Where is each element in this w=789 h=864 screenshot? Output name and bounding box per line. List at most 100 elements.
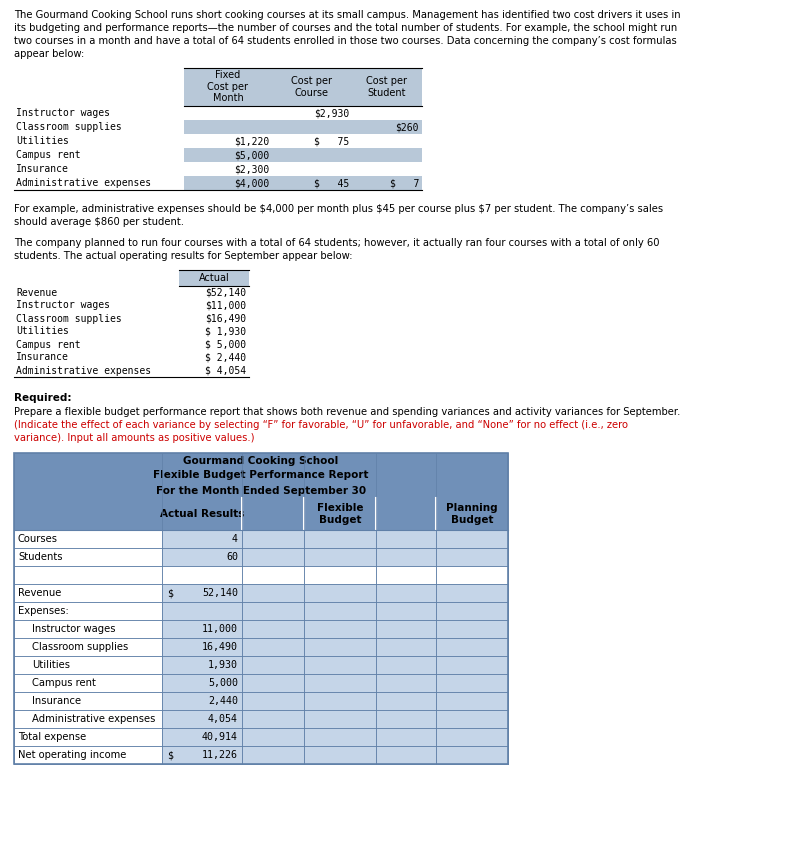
Text: variance). Input all amounts as positive values.): variance). Input all amounts as positive… bbox=[14, 433, 255, 443]
Text: For example, administrative expenses should be $4,000 per month plus $45 per cou: For example, administrative expenses sho… bbox=[14, 204, 663, 214]
Text: $5,000: $5,000 bbox=[234, 150, 269, 160]
Bar bbox=[184, 134, 422, 148]
Text: students. The actual operating results for September appear below:: students. The actual operating results f… bbox=[14, 251, 353, 261]
Bar bbox=[436, 566, 508, 584]
Bar bbox=[162, 602, 242, 620]
Bar bbox=[14, 584, 162, 602]
Text: $11,000: $11,000 bbox=[205, 301, 246, 310]
Bar bbox=[376, 638, 436, 656]
Text: The company planned to run four courses with a total of 64 students; however, it: The company planned to run four courses … bbox=[14, 238, 660, 248]
Text: Utilities: Utilities bbox=[32, 660, 70, 670]
Bar bbox=[376, 656, 436, 674]
Bar bbox=[242, 656, 304, 674]
Bar bbox=[184, 120, 422, 134]
Text: Cost per
Course: Cost per Course bbox=[291, 76, 332, 98]
Bar bbox=[436, 584, 508, 602]
Bar bbox=[304, 638, 376, 656]
Bar bbox=[184, 68, 422, 106]
Bar bbox=[14, 530, 162, 548]
Text: Actual: Actual bbox=[199, 273, 230, 283]
Bar bbox=[162, 620, 242, 638]
Bar bbox=[436, 530, 508, 548]
Bar bbox=[14, 692, 162, 710]
Text: For the Month Ended September 30: For the Month Ended September 30 bbox=[156, 486, 366, 495]
Text: $16,490: $16,490 bbox=[205, 314, 246, 323]
Text: $ 5,000: $ 5,000 bbox=[205, 340, 246, 350]
Bar bbox=[242, 620, 304, 638]
Bar bbox=[376, 566, 436, 584]
Bar bbox=[242, 674, 304, 692]
Text: $4,000: $4,000 bbox=[234, 178, 269, 188]
Bar bbox=[376, 710, 436, 728]
Text: Instructor wages: Instructor wages bbox=[16, 108, 110, 118]
Text: Required:: Required: bbox=[14, 393, 72, 403]
Bar bbox=[304, 728, 376, 746]
Bar bbox=[14, 548, 162, 566]
Bar bbox=[14, 453, 508, 764]
Text: appear below:: appear below: bbox=[14, 49, 84, 59]
Text: should average $860 per student.: should average $860 per student. bbox=[14, 217, 184, 227]
Bar bbox=[184, 148, 422, 162]
Text: 60: 60 bbox=[226, 552, 238, 562]
Bar bbox=[304, 548, 376, 566]
Bar bbox=[436, 728, 508, 746]
Text: $ 4,054: $ 4,054 bbox=[205, 365, 246, 376]
Text: Instructor wages: Instructor wages bbox=[16, 301, 110, 310]
Text: Administrative expenses: Administrative expenses bbox=[16, 178, 151, 188]
Bar bbox=[436, 692, 508, 710]
Text: Fixed
Cost per
Month: Fixed Cost per Month bbox=[208, 70, 249, 103]
Text: $1,220: $1,220 bbox=[234, 136, 269, 146]
Text: two courses in a month and have a total of 64 students enrolled in those two cou: two courses in a month and have a total … bbox=[14, 36, 677, 46]
Bar bbox=[242, 638, 304, 656]
Bar bbox=[162, 638, 242, 656]
Text: $   75: $ 75 bbox=[314, 136, 349, 146]
Text: Campus rent: Campus rent bbox=[16, 340, 80, 350]
Bar bbox=[14, 728, 162, 746]
Text: Campus rent: Campus rent bbox=[32, 678, 96, 688]
Text: 4,054: 4,054 bbox=[208, 714, 238, 724]
Bar bbox=[162, 548, 242, 566]
Bar bbox=[179, 270, 249, 286]
Bar bbox=[376, 602, 436, 620]
Text: Planning
Budget: Planning Budget bbox=[447, 503, 498, 524]
Text: Prepare a flexible budget performance report that shows both revenue and spendin: Prepare a flexible budget performance re… bbox=[14, 407, 680, 417]
Bar bbox=[162, 710, 242, 728]
Bar bbox=[162, 674, 242, 692]
Text: $   45: $ 45 bbox=[314, 178, 349, 188]
Bar bbox=[304, 674, 376, 692]
Bar bbox=[242, 710, 304, 728]
Text: Flexible
Budget: Flexible Budget bbox=[316, 503, 363, 524]
Text: Campus rent: Campus rent bbox=[16, 150, 80, 160]
Bar bbox=[304, 566, 376, 584]
Bar bbox=[184, 176, 422, 190]
Bar bbox=[14, 566, 162, 584]
Text: Classroom supplies: Classroom supplies bbox=[32, 642, 129, 652]
Text: $2,300: $2,300 bbox=[234, 164, 269, 174]
Text: $: $ bbox=[167, 750, 173, 760]
Bar bbox=[242, 692, 304, 710]
Bar bbox=[162, 692, 242, 710]
Bar bbox=[376, 530, 436, 548]
Bar bbox=[14, 656, 162, 674]
Bar bbox=[242, 728, 304, 746]
Text: Cost per
Student: Cost per Student bbox=[367, 76, 407, 98]
Text: $ 1,930: $ 1,930 bbox=[205, 327, 246, 336]
Text: Revenue: Revenue bbox=[16, 288, 57, 297]
Bar bbox=[304, 656, 376, 674]
Bar bbox=[162, 530, 242, 548]
Text: 1,930: 1,930 bbox=[208, 660, 238, 670]
Bar bbox=[242, 530, 304, 548]
Bar bbox=[436, 746, 508, 764]
Text: Administrative expenses: Administrative expenses bbox=[32, 714, 155, 724]
Bar bbox=[14, 638, 162, 656]
Bar bbox=[242, 602, 304, 620]
Text: Insurance: Insurance bbox=[16, 353, 69, 363]
Bar bbox=[304, 530, 376, 548]
Text: $2,930: $2,930 bbox=[314, 108, 349, 118]
Text: 40,914: 40,914 bbox=[202, 732, 238, 742]
Text: $   7: $ 7 bbox=[390, 178, 419, 188]
Text: Actual Results: Actual Results bbox=[160, 509, 244, 519]
Bar bbox=[14, 746, 162, 764]
Text: $260: $260 bbox=[395, 122, 419, 132]
Bar bbox=[14, 710, 162, 728]
